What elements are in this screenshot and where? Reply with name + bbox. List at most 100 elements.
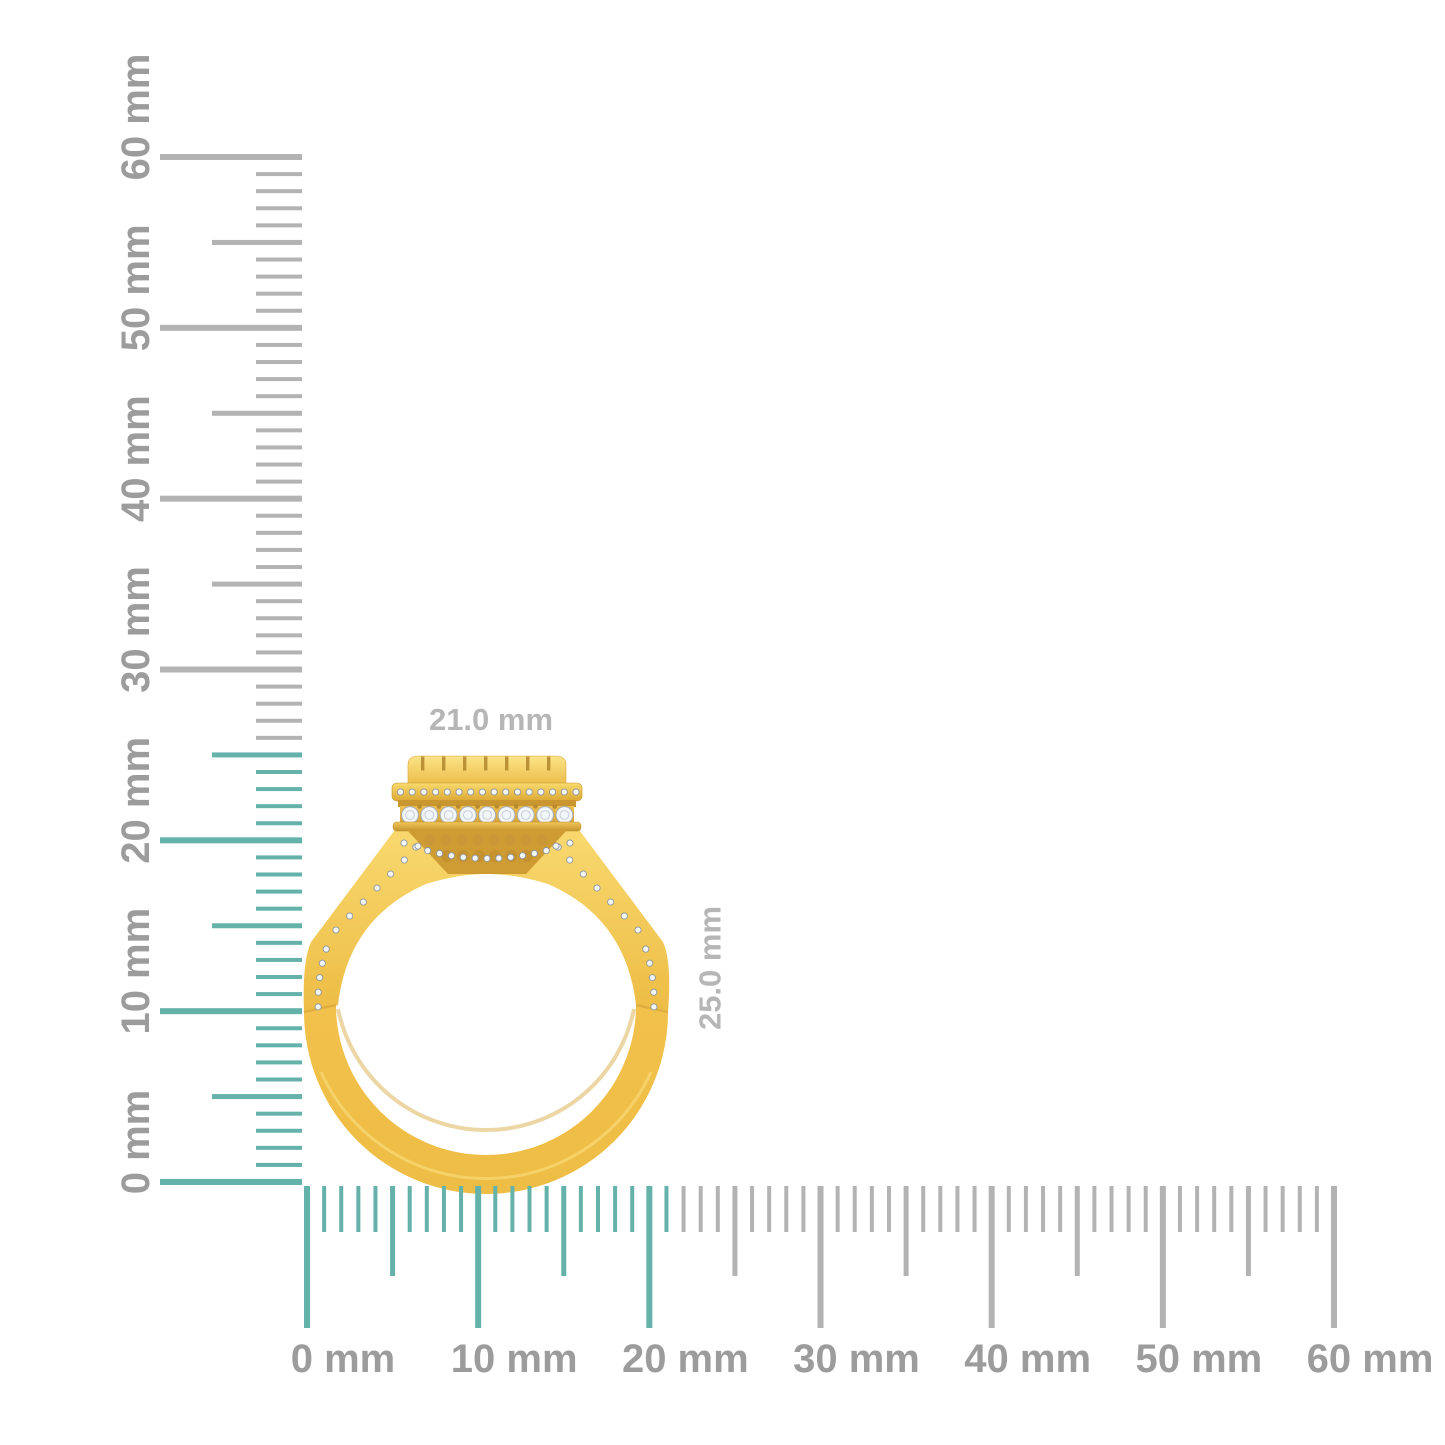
scallop-diamond (495, 854, 503, 862)
v-ruler-tick-55mm (212, 239, 302, 245)
scallop-diamond (471, 854, 479, 862)
h-ruler-tick-53mm (1212, 1186, 1217, 1232)
v-ruler-tick-17mm (256, 889, 302, 894)
h-ruler-tick-43mm (1041, 1186, 1046, 1232)
v-ruler-tick-50mm (160, 324, 302, 331)
crown-slot-4 (505, 756, 509, 771)
scallop-diamond (530, 849, 538, 857)
scallop-diamond (542, 847, 550, 855)
band-diamond-left (318, 959, 326, 967)
h-ruler-tick-47mm (1109, 1186, 1114, 1232)
band-diamond-left (314, 1003, 322, 1011)
h-ruler-tick-31mm (835, 1186, 840, 1232)
halo-prong-bead (455, 804, 461, 809)
basket-bump (440, 834, 452, 846)
h-ruler-tick-23mm (698, 1186, 703, 1232)
basket-bump (472, 834, 484, 846)
h-ruler-tick-60mm (1331, 1186, 1338, 1328)
flange-diamond (502, 788, 510, 796)
h-ruler-tick-41mm (1006, 1186, 1011, 1232)
h-ruler-tick-10mm (475, 1186, 482, 1328)
h-ruler-label-40mm: 40 mm (964, 1337, 1091, 1381)
v-ruler-tick-0mm (160, 1179, 302, 1185)
scallop-diamond (566, 839, 574, 847)
h-ruler-tick-21mm (664, 1186, 669, 1232)
crown-slot-3 (484, 756, 488, 771)
h-ruler-tick-22mm (681, 1186, 686, 1232)
v-ruler-tick-34mm (256, 599, 302, 604)
crown-slot-6 (547, 756, 551, 771)
h-ruler-label-20mm: 20 mm (622, 1337, 749, 1381)
v-ruler-tick-4mm (256, 1111, 302, 1116)
halo-prong-bead (533, 804, 538, 809)
horizontal-ruler: 0 mm 10 mm 20 mm 30 mm 40 mm 50 mm 60 mm (291, 1186, 1434, 1381)
v-ruler-tick-40mm (160, 495, 302, 502)
v-ruler-tick-41mm (256, 479, 302, 484)
v-ruler-label-20mm: 20 mm (114, 737, 158, 864)
halo-prong-bead (475, 804, 480, 809)
band-diamond-right (646, 959, 654, 967)
v-ruler-tick-38mm (256, 530, 302, 535)
halo-diamond-facet (405, 810, 415, 820)
flange-diamond (443, 788, 451, 796)
basket-bump (504, 834, 516, 846)
flange-diamond (572, 788, 580, 796)
h-ruler-label-60mm: 60 mm (1307, 1337, 1434, 1381)
halo-diamond (516, 806, 535, 824)
scallop-diamond (424, 847, 432, 855)
band-diamond-right (642, 945, 650, 953)
h-ruler-tick-55mm (1245, 1186, 1251, 1276)
halo-diamond (459, 806, 477, 824)
v-ruler-tick-28mm (256, 701, 302, 706)
flange-diamond (549, 788, 557, 796)
h-ruler-tick-59mm (1314, 1186, 1319, 1232)
halo-diamond-row (401, 804, 574, 824)
halo-diamond-facet (482, 810, 493, 820)
shoulder-diamond-right (579, 870, 587, 878)
h-ruler-tick-38mm (955, 1186, 960, 1232)
shoulder-diamond-left (414, 842, 422, 850)
v-ruler-tick-42mm (256, 462, 302, 467)
v-ruler-tick-7mm (256, 1060, 302, 1065)
band-outer-highlight (319, 1071, 653, 1181)
h-ruler-tick-0mm (304, 1186, 310, 1328)
v-ruler-tick-25mm (212, 752, 302, 758)
ring-shoulders (303, 811, 670, 1012)
h-ruler-tick-17mm (595, 1186, 600, 1232)
v-ruler-tick-59mm (256, 172, 302, 177)
shoulder-diamond-right (634, 926, 642, 934)
scallop-diamond (447, 852, 455, 860)
v-ruler-tick-31mm (256, 650, 302, 655)
halo-diamond (555, 806, 574, 824)
h-ruler-tick-34mm (886, 1186, 891, 1232)
shoulder-diamond-right (552, 842, 560, 850)
halo-diamond (439, 806, 458, 824)
flange-diamond (420, 788, 428, 796)
h-ruler-tick-4mm (373, 1186, 378, 1232)
crown-slot-5 (526, 756, 530, 771)
h-ruler-tick-52mm (1195, 1186, 1200, 1232)
ring-height-label: 25.0 mm (693, 906, 728, 1030)
flange-diamond (537, 788, 545, 796)
v-ruler-tick-39mm (256, 513, 302, 518)
basket-bump (424, 834, 436, 846)
halo-prong-bead (417, 804, 422, 809)
v-ruler-tick-54mm (256, 257, 302, 262)
basket-texture (424, 834, 548, 862)
band-diamond-right (648, 974, 656, 982)
h-ruler-tick-6mm (407, 1186, 412, 1232)
v-ruler-label-60mm: 60 mm (114, 54, 158, 181)
flange-diamond (478, 788, 486, 796)
band-seam-lines (303, 1003, 669, 1014)
h-ruler-tick-14mm (544, 1186, 549, 1232)
h-ruler-tick-1mm (322, 1186, 327, 1232)
v-ruler-tick-36mm (256, 565, 302, 570)
halo-prong-bead (552, 804, 557, 809)
h-ruler-tick-54mm (1229, 1186, 1234, 1232)
h-ruler-tick-28mm (784, 1186, 789, 1232)
h-ruler-tick-9mm (459, 1186, 464, 1232)
v-ruler-tick-11mm (256, 992, 302, 997)
v-ruler-tick-13mm (256, 957, 302, 962)
ring-band (304, 1005, 668, 1194)
